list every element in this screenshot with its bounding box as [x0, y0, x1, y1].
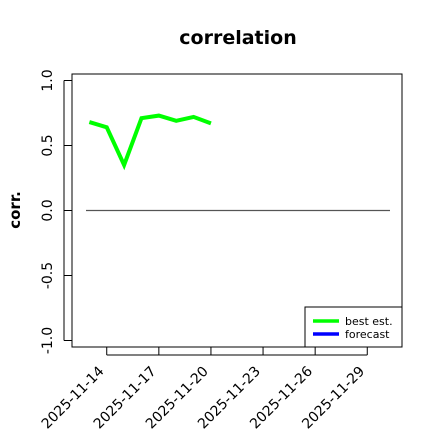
- y-tick-label: 0.0: [40, 199, 56, 221]
- y-tick-label: -1.0: [40, 327, 56, 354]
- y-tick-label: 1.0: [40, 69, 56, 91]
- legend-box: [304, 306, 403, 348]
- legend-label-0: best est.: [345, 315, 393, 328]
- series-line-0: [88, 113, 212, 171]
- y-tick-label: -0.5: [40, 262, 56, 289]
- y-tick-label: 0.5: [40, 134, 56, 156]
- chart-title: correlation: [179, 27, 296, 49]
- legend-label-1: forecast: [345, 328, 390, 341]
- y-axis-label: corr.: [6, 191, 24, 229]
